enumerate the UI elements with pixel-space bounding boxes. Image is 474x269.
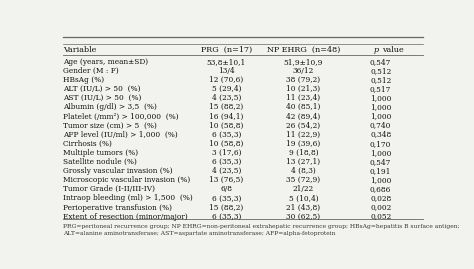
Text: 11 (22,9): 11 (22,9) (286, 131, 320, 139)
Text: 13 (76,5): 13 (76,5) (209, 176, 244, 184)
Text: Grossly vascular invasion (%): Grossly vascular invasion (%) (63, 167, 173, 175)
Text: 0,002: 0,002 (370, 204, 392, 211)
Text: 10 (58,8): 10 (58,8) (209, 140, 244, 148)
Text: 15 (88,2): 15 (88,2) (209, 103, 244, 111)
Text: PRG  (n=17): PRG (n=17) (201, 46, 252, 54)
Text: AST (IU/L) > 50  (%): AST (IU/L) > 50 (%) (63, 94, 141, 102)
Text: Intraop bleeding (ml) > 1,500  (%): Intraop bleeding (ml) > 1,500 (%) (63, 194, 192, 202)
Text: 0,028: 0,028 (370, 194, 392, 202)
Text: 6 (35,3): 6 (35,3) (212, 131, 241, 139)
Text: 1,000: 1,000 (370, 112, 392, 120)
Text: 0,512: 0,512 (370, 67, 392, 75)
Text: 1,000: 1,000 (370, 149, 392, 157)
Text: PRG=peritoneal recurrence group; NP EHRG=non-peritoneal extrahepatic recurrence : PRG=peritoneal recurrence group; NP EHRG… (63, 224, 460, 229)
Text: Tumor size (cm) > 5  (%): Tumor size (cm) > 5 (%) (63, 122, 157, 129)
Text: 0,686: 0,686 (370, 185, 392, 193)
Text: 10 (21,3): 10 (21,3) (286, 85, 320, 93)
Text: Multiple tumors (%): Multiple tumors (%) (63, 149, 138, 157)
Text: Age (years, mean±SD): Age (years, mean±SD) (63, 58, 148, 66)
Text: 26 (54,2): 26 (54,2) (286, 122, 320, 129)
Text: Satellite nodule (%): Satellite nodule (%) (63, 158, 137, 166)
Text: 38 (79,2): 38 (79,2) (286, 76, 320, 84)
Text: 0,517: 0,517 (370, 85, 392, 93)
Text: NP EHRG  (n=48): NP EHRG (n=48) (267, 46, 340, 54)
Text: 16 (94,1): 16 (94,1) (209, 112, 244, 120)
Text: 53,8±10,1: 53,8±10,1 (207, 58, 246, 66)
Text: 30 (62,5): 30 (62,5) (286, 213, 320, 221)
Text: 9 (18,8): 9 (18,8) (289, 149, 319, 157)
Text: 35 (72,9): 35 (72,9) (286, 176, 320, 184)
Text: 4 (23,5): 4 (23,5) (212, 167, 241, 175)
Text: 1,000: 1,000 (370, 103, 392, 111)
Text: Microscopic vascular invasion (%): Microscopic vascular invasion (%) (63, 176, 190, 184)
Text: Gender (M : F): Gender (M : F) (63, 67, 118, 75)
Text: Platelet (/mm²) > 100,000  (%): Platelet (/mm²) > 100,000 (%) (63, 112, 179, 120)
Text: 6 (35,3): 6 (35,3) (212, 194, 241, 202)
Text: 40 (85,1): 40 (85,1) (286, 103, 321, 111)
Text: 3 (17,6): 3 (17,6) (212, 149, 241, 157)
Text: 19 (39,6): 19 (39,6) (286, 140, 321, 148)
Text: HBsAg (%): HBsAg (%) (63, 76, 104, 84)
Text: 6 (35,3): 6 (35,3) (212, 213, 241, 221)
Text: 4 (8,3): 4 (8,3) (291, 167, 316, 175)
Text: 0,052: 0,052 (370, 213, 392, 221)
Text: 0,740: 0,740 (370, 122, 392, 129)
Text: 21/22: 21/22 (293, 185, 314, 193)
Text: value: value (383, 46, 404, 54)
Text: 0,191: 0,191 (370, 167, 392, 175)
Text: 1,000: 1,000 (370, 176, 392, 184)
Text: Variable: Variable (63, 46, 96, 54)
Text: 0,170: 0,170 (370, 140, 392, 148)
Text: Perioperative transfusion (%): Perioperative transfusion (%) (63, 204, 172, 211)
Text: p: p (374, 46, 378, 54)
Text: 4 (23,5): 4 (23,5) (212, 94, 241, 102)
Text: 0,547: 0,547 (370, 158, 392, 166)
Text: 42 (89,4): 42 (89,4) (286, 112, 321, 120)
Text: 36/12: 36/12 (293, 67, 314, 75)
Text: 1,000: 1,000 (370, 94, 392, 102)
Text: Extent of resection (minor/major): Extent of resection (minor/major) (63, 213, 188, 221)
Text: 0,512: 0,512 (370, 76, 392, 84)
Text: 21 (43,8): 21 (43,8) (286, 204, 320, 211)
Text: 0,348: 0,348 (370, 131, 392, 139)
Text: 6/8: 6/8 (220, 185, 232, 193)
Text: 5 (29,4): 5 (29,4) (212, 85, 241, 93)
Text: 51,9±10,9: 51,9±10,9 (284, 58, 323, 66)
Text: 5 (10,4): 5 (10,4) (289, 194, 319, 202)
Text: Cirrhosis (%): Cirrhosis (%) (63, 140, 112, 148)
Text: 12 (70,6): 12 (70,6) (209, 76, 244, 84)
Text: 10 (58,8): 10 (58,8) (209, 122, 244, 129)
Text: 13/4: 13/4 (218, 67, 235, 75)
Text: Tumor Grade (I-II/III-IV): Tumor Grade (I-II/III-IV) (63, 185, 155, 193)
Text: ALT (IU/L) > 50  (%): ALT (IU/L) > 50 (%) (63, 85, 140, 93)
Text: 13 (27,1): 13 (27,1) (286, 158, 320, 166)
Text: 6 (35,3): 6 (35,3) (212, 158, 241, 166)
Text: AFP level (IU/ml) > 1,000  (%): AFP level (IU/ml) > 1,000 (%) (63, 131, 178, 139)
Text: 15 (88,2): 15 (88,2) (209, 204, 244, 211)
Text: 0,547: 0,547 (370, 58, 392, 66)
Text: ALT=alanine aminotransferase; AST=aspartate aminotransferase; AFP=alpha-fetoprot: ALT=alanine aminotransferase; AST=aspart… (63, 231, 336, 236)
Text: Albumin (g/dl) > 3,5  (%): Albumin (g/dl) > 3,5 (%) (63, 103, 157, 111)
Text: 11 (23,4): 11 (23,4) (286, 94, 320, 102)
